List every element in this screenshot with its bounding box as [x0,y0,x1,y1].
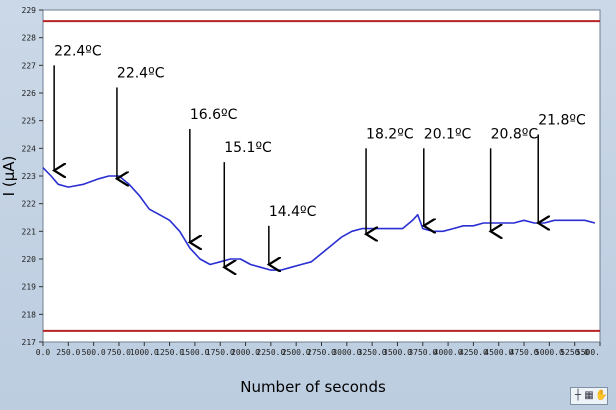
x-tick-label: 0.0 [36,348,51,357]
temperature-label-1: 22.4ºC [54,43,102,59]
y-tick-label: 217 [22,338,37,347]
x-tick-label: 2500.0 [282,348,311,357]
temperature-label-9: 21.8ºC [538,113,586,129]
zoom-icon[interactable]: ┼ [574,390,582,401]
y-tick-label: 222 [22,200,37,209]
x-tick-label: 3000.0 [332,348,361,357]
x-tick-label: 250.0 [56,348,80,357]
x-tick-label: 4250.0 [459,348,488,357]
y-tick-label: 219 [22,283,37,292]
plot-area [42,9,601,343]
y-tick-label: 228 [22,34,37,43]
x-tick-label: 2750.0 [307,348,336,357]
x-tick-label: 4500.0 [484,348,513,357]
y-tick-label: 220 [22,255,37,264]
current-series-line [42,167,596,271]
temperature-label-4: 15.1ºC [224,140,272,156]
x-tick-label: 5000.0 [535,348,564,357]
temperature-label-2: 22.4ºC [117,65,165,81]
x-tick-label: 4000.0 [434,348,463,357]
graph-palette[interactable]: ┼ ▦ ✋ [570,387,608,405]
temperature-label-8: 20.8ºC [491,126,539,142]
y-tick-label: 223 [22,172,37,181]
temperature-label-6: 18.2ºC [366,126,414,142]
x-axis-title: Number of seconds [240,378,386,396]
x-tick-label: 1250.0 [155,348,184,357]
cursor-icon[interactable]: ✋ [595,390,608,401]
x-tick-label: 1000.0 [130,348,159,357]
temperature-label-7: 20.1ºC [424,126,472,142]
x-tick-label: 5250.0 [560,348,589,357]
y-tick-label: 227 [22,61,37,70]
x-tick-label: 5500. [576,348,600,357]
x-tick-label: 2250.0 [256,348,285,357]
y-axis-title: I (μA) [0,156,18,197]
x-tick-label: 1500.0 [180,348,209,357]
x-tick-label: 1750.0 [206,348,235,357]
x-tick-label: 3750.0 [408,348,437,357]
x-tick-label: 2000.0 [231,348,260,357]
y-tick-label: 221 [22,227,37,236]
x-tick-label: 4750.0 [510,348,539,357]
y-tick-label: 226 [22,89,37,98]
x-tick-label: 500.0 [82,348,106,357]
x-tick-label: 3500.0 [383,348,412,357]
x-tick-label: 750.0 [107,348,131,357]
y-tick-label: 229 [22,6,37,15]
temperature-label-5: 14.4ºC [269,204,317,220]
y-tick-label: 218 [22,310,37,319]
pan-icon[interactable]: ▦ [584,390,594,401]
temperature-label-3: 16.6ºC [190,107,238,123]
y-tick-label: 225 [22,117,37,126]
x-tick-label: 3250.0 [358,348,387,357]
y-tick-label: 224 [22,144,37,153]
